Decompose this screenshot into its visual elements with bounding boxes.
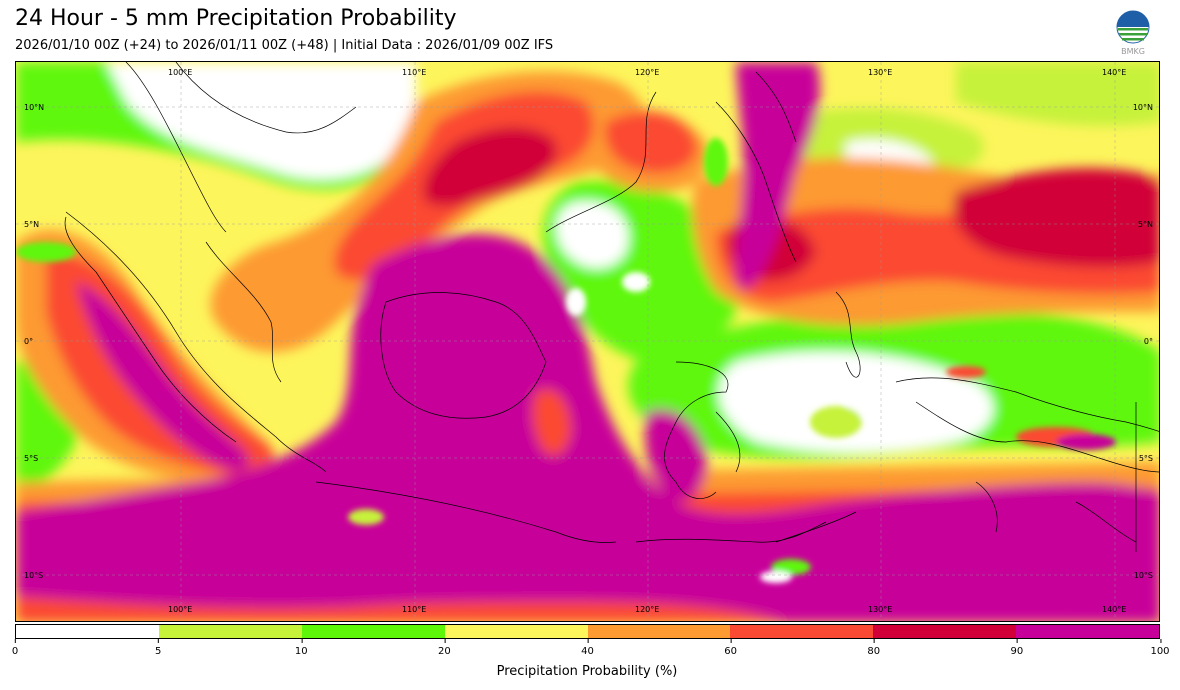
colorbar-tick: 10: [295, 639, 308, 657]
colorbar-segment: [16, 625, 159, 638]
lat-label-left: 10°N: [24, 103, 44, 112]
lon-label-bottom: 140°E: [1102, 605, 1126, 614]
colorbar-tick: 5: [155, 639, 161, 657]
lon-label-bottom: 100°E: [168, 605, 192, 614]
lat-label-left: 10°S: [24, 571, 43, 580]
lat-label-right: 10°S: [1134, 571, 1153, 580]
lon-label-top: 130°E: [868, 68, 892, 77]
lon-label-bottom: 110°E: [402, 605, 426, 614]
logo-text: BMKG: [1121, 47, 1145, 56]
colorbar-ticks: 0 5 10 20 40 60 80 90 100: [12, 639, 1170, 659]
colorbar-label: Precipitation Probability (%): [496, 664, 678, 679]
colorbar-tick: 40: [581, 639, 594, 657]
graticule: [16, 62, 1159, 621]
colorbar-tick: 20: [438, 639, 451, 657]
map-title: 24 Hour - 5 mm Precipitation Probability: [15, 6, 457, 31]
colorbar-segment: [873, 625, 1017, 638]
colorbar-tick: 90: [1011, 639, 1023, 657]
colorbar-tick: 60: [724, 639, 737, 657]
bmkg-logo: BMKG: [1114, 10, 1152, 56]
colorbar-segment: [444, 625, 588, 638]
lon-label-top: 100°E: [168, 68, 192, 77]
lat-label-right: 5°S: [1139, 454, 1153, 463]
lat-label-left: 5°S: [24, 454, 38, 463]
colorbar-segment: [158, 625, 302, 638]
lat-label-right: 0°: [1144, 337, 1153, 346]
lon-label-top: 120°E: [635, 68, 659, 77]
colorbar-segment: [301, 625, 445, 638]
lat-label-right: 5°N: [1138, 220, 1153, 229]
lon-label-bottom: 130°E: [868, 605, 892, 614]
colorbar-segment: [587, 625, 731, 638]
field-texture: [16, 138, 1116, 609]
colorbar: [15, 624, 1160, 639]
lat-label-left: 0°: [24, 337, 33, 346]
map-subtitle: 2026/01/10 00Z (+24) to 2026/01/11 00Z (…: [15, 38, 554, 53]
colorbar-segment: [730, 625, 874, 638]
colorbar-tick: 0: [12, 639, 18, 657]
lat-label-left: 5°N: [24, 220, 39, 229]
coastlines: [64, 62, 1159, 552]
lat-label-right: 10°N: [1133, 103, 1153, 112]
lon-label-bottom: 120°E: [635, 605, 659, 614]
probability-field: [16, 62, 1159, 621]
lon-label-top: 140°E: [1102, 68, 1126, 77]
colorbar-tick: 80: [867, 639, 880, 657]
colorbar-tick: 100: [1150, 639, 1170, 657]
lon-label-top: 110°E: [402, 68, 426, 77]
colorbar-segment: [1016, 625, 1159, 638]
precipitation-map[interactable]: 100°E 110°E 120°E 130°E 140°E 100°E 110°…: [15, 61, 1160, 622]
